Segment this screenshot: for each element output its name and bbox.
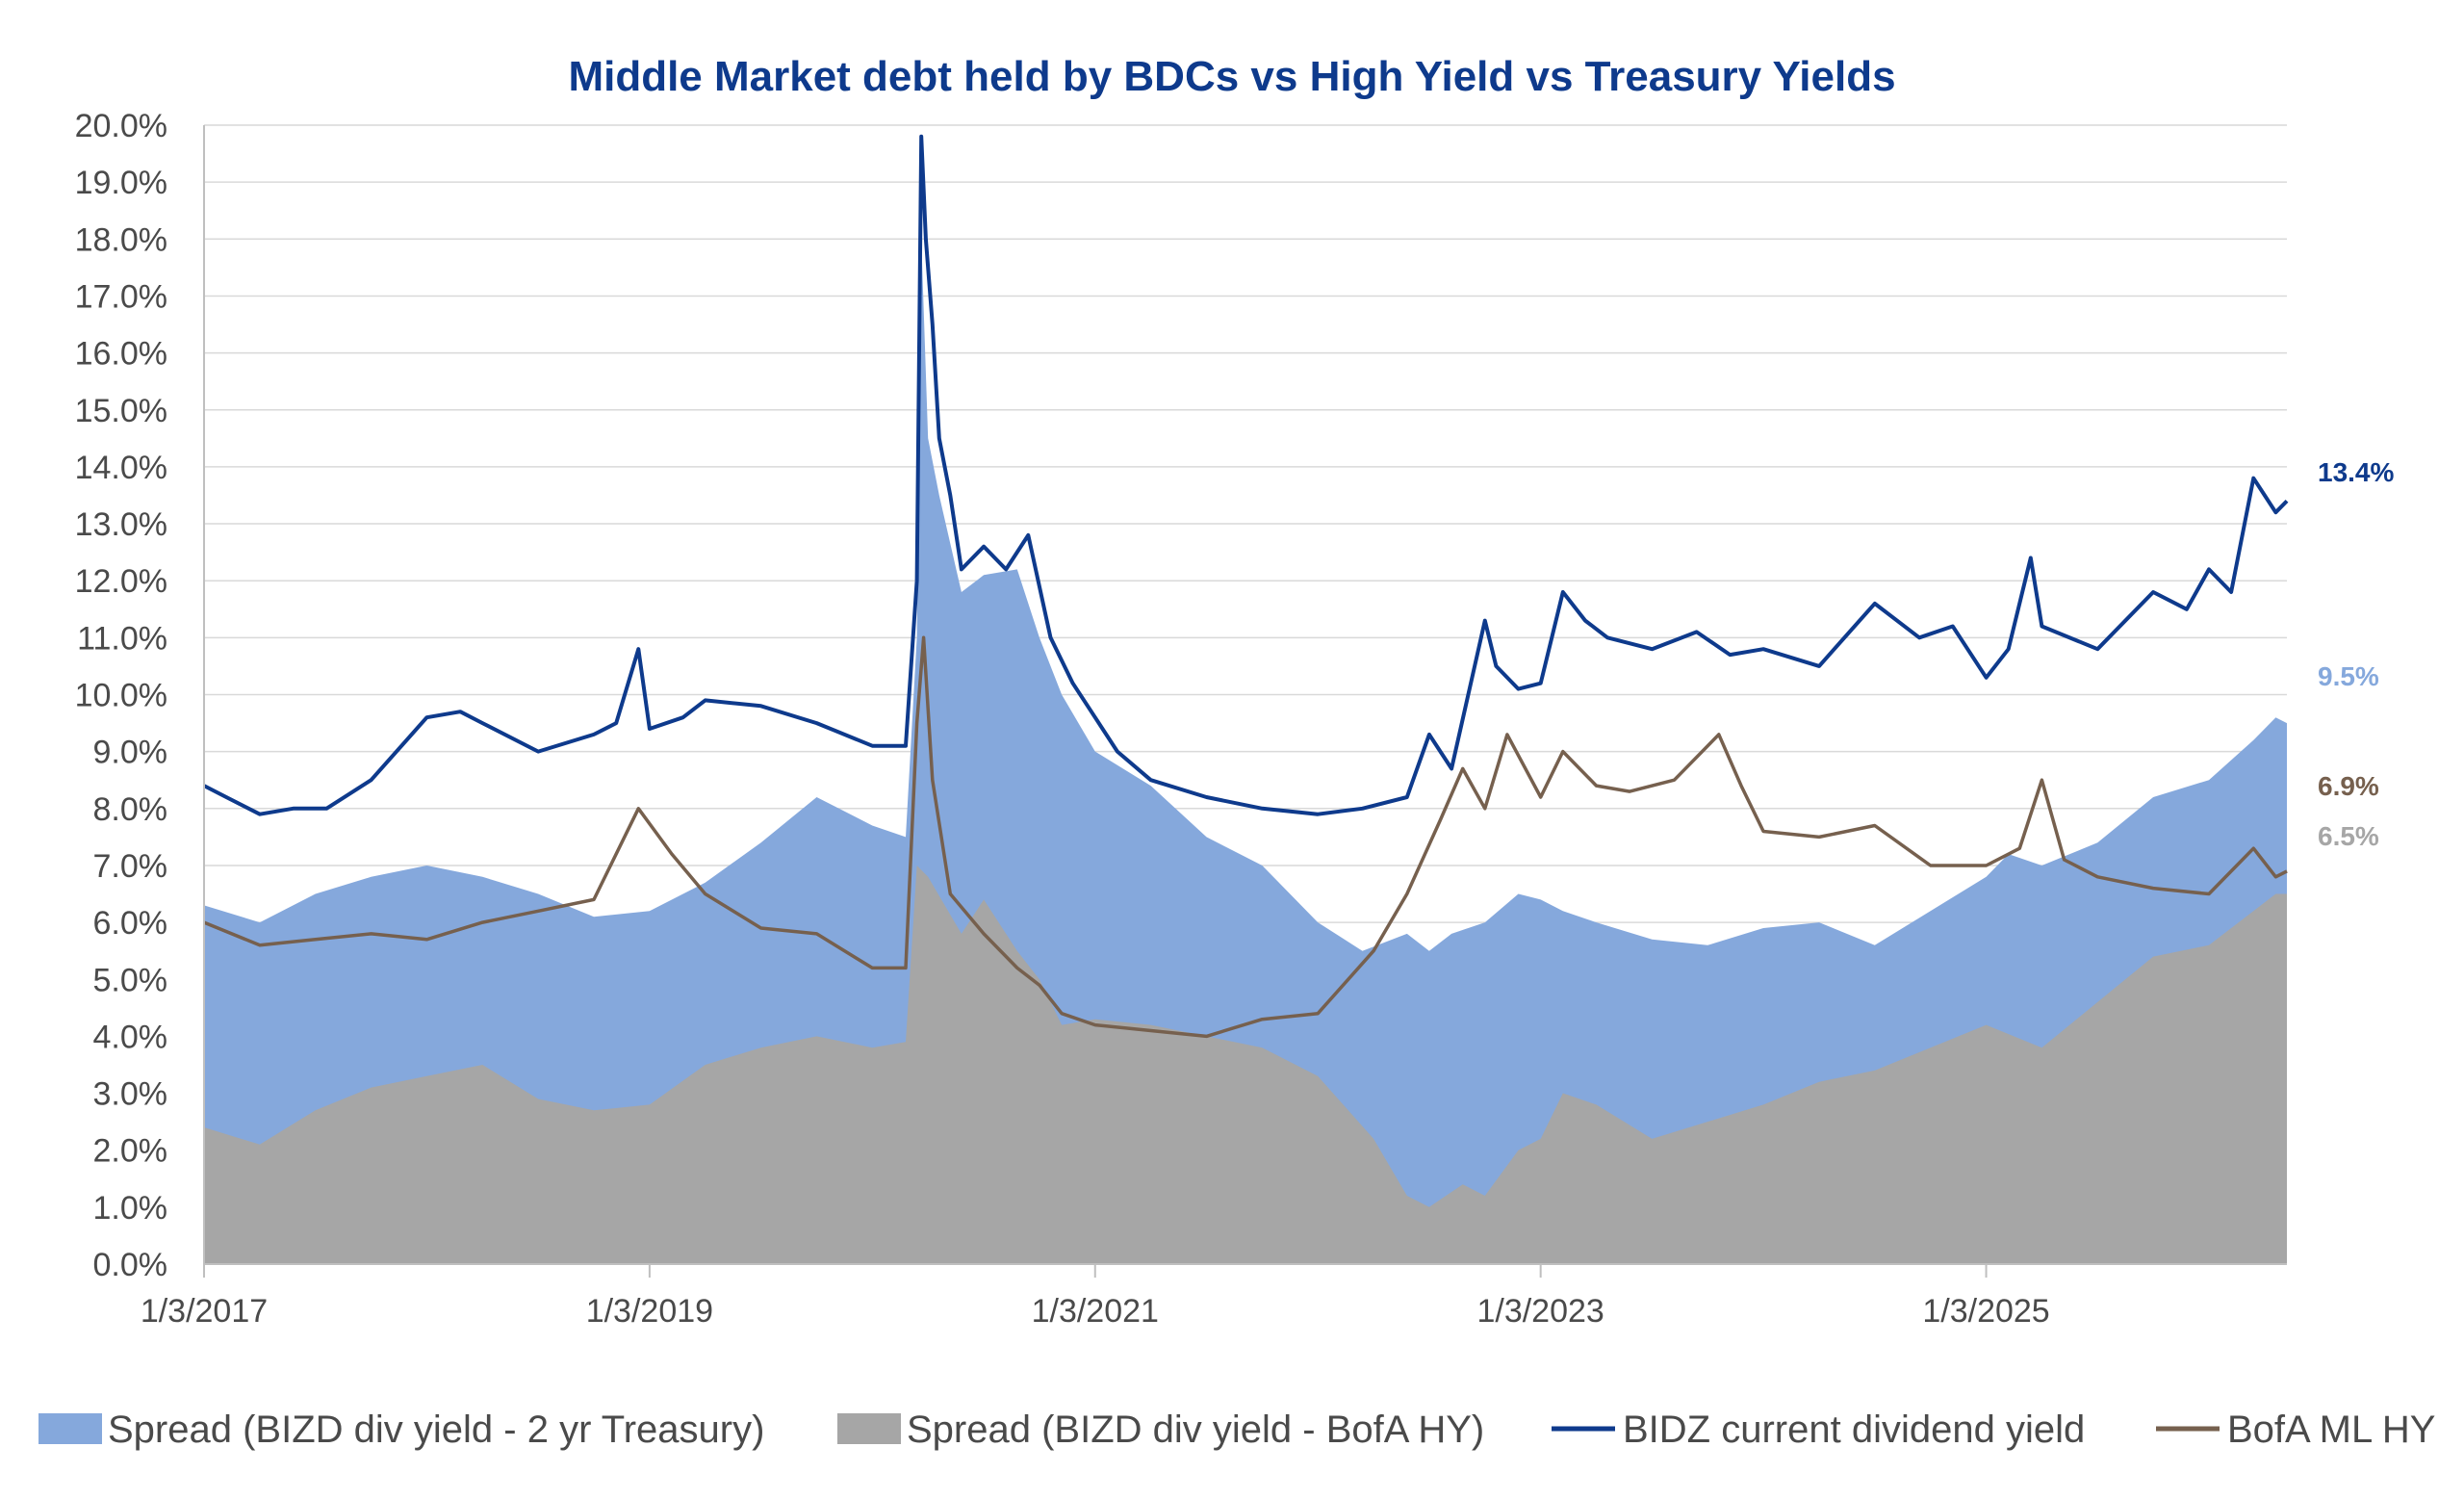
area-spread-hy	[204, 866, 2287, 1264]
line-series	[203, 134, 2289, 1039]
legend-swatch	[38, 1413, 102, 1444]
y-tick-label: 17.0%	[75, 278, 167, 315]
end-value-labels: 13.4% 9.5% 6.9% 6.5%	[2318, 457, 2394, 851]
y-tick-label: 3.0%	[93, 1076, 168, 1113]
y-tick-label: 15.0%	[75, 393, 167, 429]
y-tick-label: 12.0%	[75, 563, 167, 600]
y-tick-label: 14.0%	[75, 450, 167, 486]
y-tick-label: 5.0%	[93, 962, 168, 998]
y-tick-label: 4.0%	[93, 1019, 168, 1055]
legend-label: Spread (BIZD div yield - BofA HY)	[907, 1409, 1484, 1451]
y-tick-label: 13.0%	[75, 506, 167, 543]
y-tick-label: 19.0%	[75, 165, 167, 201]
line-bofa-hy	[203, 635, 2288, 1039]
x-tick-label: 1/3/2017	[141, 1293, 268, 1330]
line-bizd-yield	[203, 134, 2289, 816]
x-tick-label: 1/3/2025	[1922, 1293, 2049, 1330]
chart-title: Middle Market debt held by BDCs vs High …	[568, 53, 1895, 100]
y-tick-label: 11.0%	[77, 620, 167, 657]
x-tick-label: 1/3/2019	[586, 1293, 713, 1330]
end-value-label: 6.9%	[2318, 771, 2379, 801]
x-tick-label: 1/3/2021	[1032, 1293, 1159, 1330]
area-spread-treasury	[204, 239, 2287, 1264]
end-value-label: 9.5%	[2318, 661, 2379, 691]
legend-label: BIDZ current dividend yield	[1623, 1409, 2085, 1451]
legend-label: BofA ML HY	[2227, 1409, 2435, 1451]
end-value-label: 13.4%	[2318, 457, 2394, 487]
y-tick-label: 10.0%	[75, 678, 167, 714]
y-tick-label: 9.0%	[93, 735, 168, 771]
y-tick-label: 2.0%	[93, 1133, 168, 1170]
legend-swatch	[837, 1413, 901, 1444]
y-tick-label: 0.0%	[93, 1247, 168, 1283]
legend-label: Spread (BIZD div yield - 2 yr Treasury)	[108, 1409, 764, 1451]
legend: Spread (BIZD div yield - 2 yr Treasury) S…	[38, 1409, 2435, 1451]
y-tick-label: 7.0%	[93, 848, 168, 885]
y-tick-label: 18.0%	[75, 221, 167, 258]
y-tick-label: 16.0%	[75, 336, 167, 373]
y-tick-label: 20.0%	[75, 108, 167, 144]
y-axis-ticks: 0.0% 1.0% 2.0% 3.0% 4.0% 5.0% 6.0% 7.0% 8.0% 9.0%…	[75, 108, 167, 1283]
y-tick-label: 8.0%	[93, 791, 168, 828]
axes	[203, 125, 2287, 1265]
end-value-label: 6.5%	[2318, 821, 2379, 851]
y-tick-label: 1.0%	[93, 1190, 168, 1227]
x-axis-ticks: 1/3/2017 1/3/2019 1/3/2021 1/3/2023 1/3/2025	[141, 1264, 2050, 1330]
area-series	[204, 239, 2287, 1264]
x-tick-label: 1/3/2023	[1476, 1293, 1604, 1330]
y-tick-label: 6.0%	[93, 905, 168, 942]
